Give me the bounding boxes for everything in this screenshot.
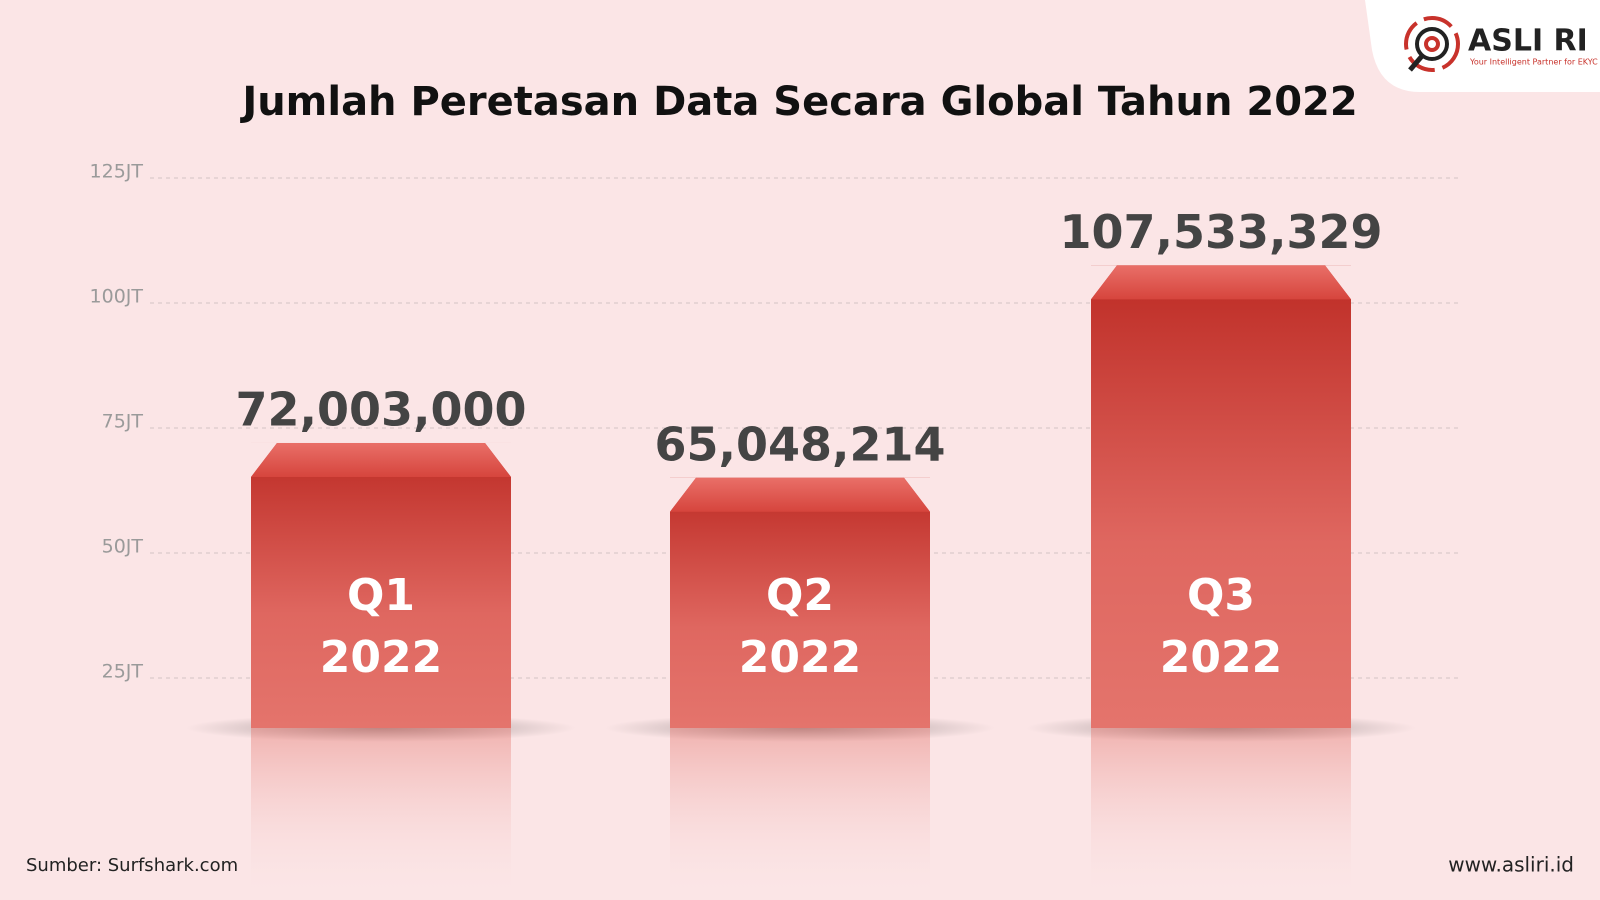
bar-reflection xyxy=(251,728,511,900)
bar-top xyxy=(251,442,511,477)
logo-tagline: Your Intelligent Partner for EKYC xyxy=(1469,58,1598,67)
value-label: 65,048,214 xyxy=(654,417,945,471)
y-tick-label: 100JT xyxy=(90,286,144,308)
category-label: 2022 xyxy=(320,632,442,683)
category-label: Q1 xyxy=(347,570,415,621)
logo-icon xyxy=(1404,16,1460,72)
y-tick-label: 75JT xyxy=(102,411,144,433)
bar xyxy=(251,442,511,728)
chart-title: Jumlah Peretasan Data Secara Global Tahu… xyxy=(239,79,1357,125)
y-tick-label: 50JT xyxy=(102,536,144,558)
category-label: Q2 xyxy=(766,570,834,621)
y-tick-label: 25JT xyxy=(102,661,144,683)
value-label: 72,003,000 xyxy=(235,382,526,436)
source: Sumber: Surfshark.com xyxy=(26,855,238,876)
bar-reflection xyxy=(1091,728,1351,900)
website: www.asliri.id xyxy=(1448,853,1574,877)
bar-top xyxy=(1091,265,1351,300)
category-label: 2022 xyxy=(739,632,861,683)
value-label: 107,533,329 xyxy=(1059,205,1382,259)
y-tick-label: 125JT xyxy=(90,161,144,183)
bar-top xyxy=(670,477,930,512)
bar xyxy=(670,477,930,728)
category-label: 2022 xyxy=(1160,632,1282,683)
bar-reflection xyxy=(670,728,930,900)
logo-name: ASLI RI xyxy=(1468,24,1588,59)
category-label: Q3 xyxy=(1187,570,1255,621)
bar xyxy=(1091,265,1351,728)
